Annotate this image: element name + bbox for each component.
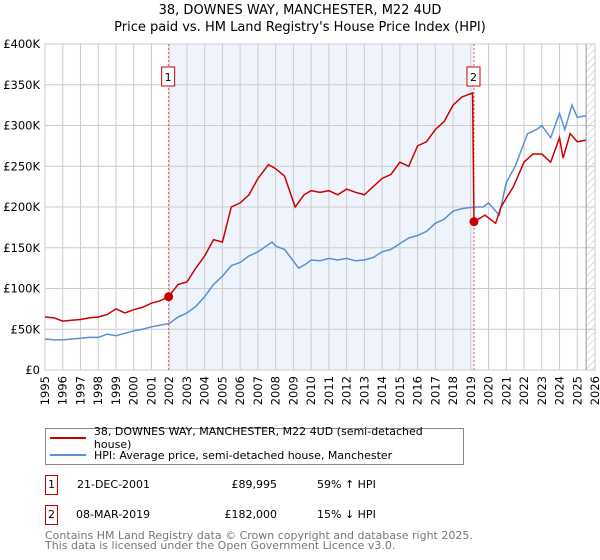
x-tick-label: 2019 (464, 376, 478, 405)
footer-line-2: This data is licensed under the Open Gov… (45, 539, 396, 552)
annotation-label: 2 (470, 71, 477, 84)
x-tick-label: 2021 (499, 376, 513, 405)
x-tick-label: 2012 (340, 376, 354, 405)
sale-point (164, 292, 174, 302)
annotation-label: 1 (165, 71, 172, 84)
legend-label: 38, DOWNES WAY, MANCHESTER, M22 4UD (sem… (93, 425, 423, 451)
x-tick-label: 2015 (393, 376, 407, 405)
transaction-hpi: 59% ↑ HPI (317, 478, 376, 491)
x-tick-label: 2003 (180, 376, 194, 405)
x-tick-label: 2002 (162, 376, 176, 405)
annotation-box (466, 66, 481, 87)
x-tick-label: 2017 (428, 376, 442, 405)
x-tick-label: 2016 (411, 376, 425, 405)
y-tick-label: £150K (3, 241, 40, 255)
x-tick-label: 1995 (38, 376, 52, 405)
sale-point (469, 217, 479, 227)
price-chart: 1995 1996 1997 1998 1999 2000 2001 2002 2003 2004… (3, 37, 600, 405)
x-tick-label: 2020 (482, 376, 496, 405)
x-tick-label: 2014 (375, 376, 389, 405)
legend-swatch-blue (50, 454, 86, 456)
y-tick-label: £200K (3, 200, 40, 214)
y-tick-label: £400K (3, 37, 40, 51)
x-tick-label: 2010 (304, 376, 318, 405)
x-tick-label: 2023 (535, 376, 549, 405)
y-tick-label: £350K (3, 78, 40, 92)
transaction-marker: 2 (45, 505, 58, 525)
transaction-date: 21-DEC-2001 (77, 478, 151, 491)
x-tick-label: 2022 (517, 376, 531, 405)
x-tick-label: 1998 (91, 376, 105, 405)
legend: 38, DOWNES WAY, MANCHESTER, M22 4UD (sem… (45, 425, 464, 465)
series-line (44, 102, 587, 341)
title-line-2: Price paid vs. HM Land Registry's House … (114, 20, 486, 35)
series-line (44, 91, 587, 322)
x-tick-label: 1996 (56, 376, 70, 405)
x-tick-label: 2001 (144, 376, 158, 405)
y-tick-label: £0 (25, 363, 40, 377)
x-tick-label: 2006 (233, 376, 247, 405)
x-tick-label: 2005 (215, 376, 229, 405)
plot-border (44, 43, 596, 371)
footer-line-1: Contains HM Land Registry data © Crown c… (45, 529, 473, 542)
x-tick-label: 2013 (357, 376, 371, 405)
annotation-box (161, 66, 176, 87)
legend-swatch-red (50, 437, 86, 439)
transaction-row: 1 21-DEC-2001 £89,995 59% ↑ HPI (45, 475, 445, 495)
legend-item-hpi: HPI: Average price, semi-detached house,… (50, 447, 392, 463)
legend-label: HPI: Average price, semi-detached house,… (94, 448, 393, 462)
footer: Contains HM Land Registry data © Crown c… (45, 529, 473, 552)
x-tick-label: 2009 (286, 376, 300, 405)
x-tick-label: 2018 (446, 376, 460, 405)
transaction-price: £89,995 (231, 478, 278, 491)
x-tick-label: 2007 (251, 376, 265, 405)
x-tick-label: 2000 (127, 376, 141, 405)
y-tick-label: £100K (3, 282, 40, 296)
chart-title: 38, DOWNES WAY, MANCHESTER, M22 4UD Pric… (0, 2, 600, 36)
x-tick-label: 2008 (269, 376, 283, 405)
x-tick-label: 2024 (553, 376, 567, 405)
transaction-price: £182,000 (224, 508, 278, 521)
title-line-1: 38, DOWNES WAY, MANCHESTER, M22 4UD (158, 3, 442, 18)
y-tick-label: £50K (11, 322, 41, 336)
x-tick-label: 2004 (198, 376, 212, 405)
x-tick-label: 1997 (73, 376, 87, 405)
x-tick-label: 2011 (322, 376, 336, 405)
legend-item-property: 38, DOWNES WAY, MANCHESTER, M22 4UD (sem… (50, 425, 463, 451)
x-tick-label: 1999 (109, 376, 123, 405)
x-tick-label: 2026 (588, 376, 600, 405)
transaction-marker: 1 (45, 475, 58, 495)
transaction-date: 08-MAR-2019 (76, 508, 151, 521)
transaction-row: 2 08-MAR-2019 £182,000 15% ↓ HPI (45, 505, 445, 525)
x-tick-label: 2025 (570, 376, 584, 405)
y-tick-label: £300K (3, 119, 40, 133)
transaction-hpi: 15% ↓ HPI (317, 508, 376, 521)
y-tick-label: £250K (3, 159, 40, 173)
